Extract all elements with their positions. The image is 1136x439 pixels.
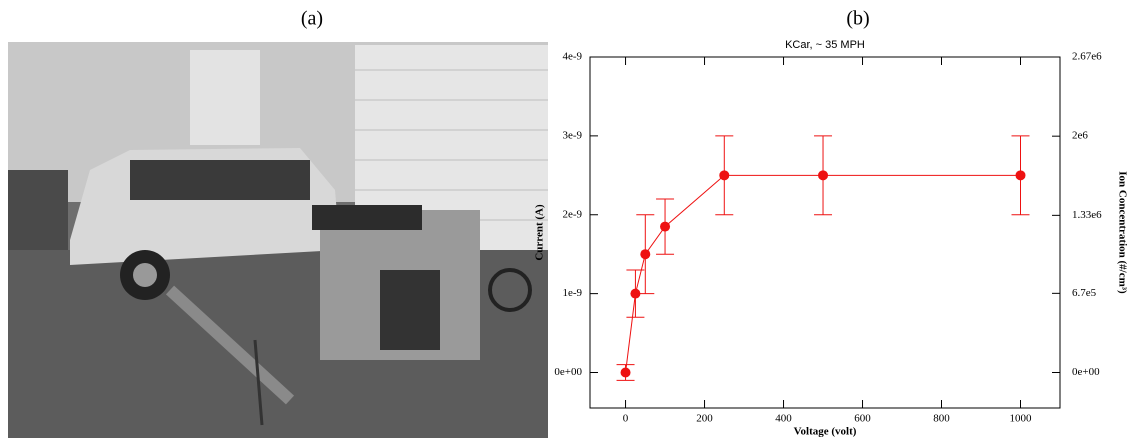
y-tick-label: 0e+00 bbox=[554, 366, 582, 378]
chart-title: KCar, ~ 35 MPH bbox=[785, 39, 865, 51]
y-tick-label: 1e-9 bbox=[562, 287, 582, 299]
plot-frame bbox=[589, 56, 1061, 409]
y2-tick-label: 6.7e5 bbox=[1072, 287, 1097, 299]
x-tick-label: 600 bbox=[854, 413, 871, 425]
point bbox=[640, 249, 651, 260]
point bbox=[1015, 170, 1026, 181]
panel-label: (a) bbox=[301, 8, 323, 30]
point bbox=[620, 367, 631, 378]
y2-tick-label: 1.33e6 bbox=[1072, 209, 1102, 221]
y-tick-label: 3e-9 bbox=[562, 129, 582, 141]
point bbox=[630, 288, 641, 299]
x-tick-label: 0 bbox=[623, 413, 629, 425]
y2-axis-label: Ion Concentration (#/cm³) bbox=[1116, 171, 1128, 294]
x-tick-label: 1000 bbox=[1010, 413, 1033, 425]
y2-tick-label: 2.67e6 bbox=[1072, 51, 1102, 63]
y2-tick-label: 2e6 bbox=[1072, 130, 1088, 142]
point bbox=[818, 170, 829, 181]
point bbox=[660, 221, 671, 232]
y-tick-label: 2e-9 bbox=[562, 208, 582, 220]
panel-label: (b) bbox=[846, 8, 869, 30]
x-tick-label: 800 bbox=[933, 413, 950, 425]
x-tick-label: 200 bbox=[696, 413, 713, 425]
y2-tick-label: 0e+00 bbox=[1072, 366, 1100, 378]
x-tick-label: 400 bbox=[775, 413, 792, 425]
y-tick-label: 4e-9 bbox=[562, 51, 582, 63]
x-axis-label: Voltage (volt) bbox=[794, 426, 857, 438]
y-axis-label: Current (A) bbox=[534, 204, 546, 261]
photo bbox=[8, 42, 548, 438]
point bbox=[719, 170, 730, 181]
